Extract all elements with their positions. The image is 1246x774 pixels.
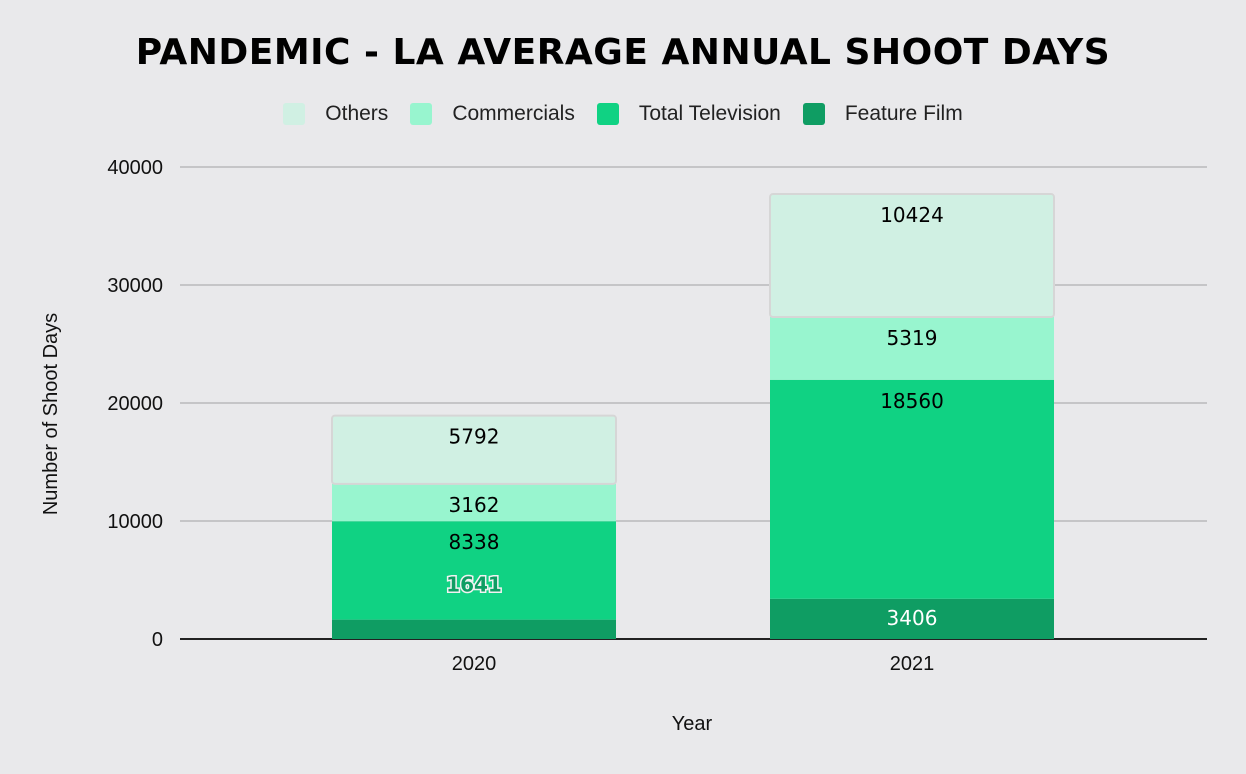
y-tick-label: 0 <box>152 629 163 651</box>
x-tick-label: 2020 <box>452 653 497 675</box>
bar-segment[interactable] <box>332 521 616 620</box>
legend-item[interactable]: Total Television <box>596 102 781 126</box>
x-axis-label: Year <box>672 713 713 735</box>
chart-title: PANDEMIC - LA AVERAGE ANNUAL SHOOT DAYS <box>135 32 1111 73</box>
bar-segment[interactable] <box>332 483 616 522</box>
data-label: 3162 <box>449 493 500 517</box>
data-label: 5792 <box>449 425 500 449</box>
data-label: 1641 <box>446 573 502 597</box>
legend-swatch <box>410 103 433 125</box>
legend-label: Total Television <box>638 102 781 125</box>
legend-label: Commercials <box>452 102 575 125</box>
legend-swatch <box>802 103 825 125</box>
legend-label: Others <box>325 102 389 125</box>
data-label: 5319 <box>887 326 938 350</box>
legend-item[interactable]: Feature Film <box>802 102 963 126</box>
data-label: 3406 <box>887 606 938 630</box>
bar-segment[interactable] <box>332 619 616 639</box>
y-tick-label: 30000 <box>107 275 163 297</box>
bar-segment[interactable] <box>770 317 1054 380</box>
bar-segment[interactable] <box>331 414 617 485</box>
y-tick-label: 10000 <box>107 511 163 533</box>
data-label: 18560 <box>880 389 944 413</box>
bar-segment[interactable] <box>769 193 1055 319</box>
data-label: 8338 <box>449 530 500 554</box>
y-tick-label: 40000 <box>107 157 163 179</box>
data-label: 10424 <box>880 203 944 227</box>
y-tick-label: 20000 <box>107 393 163 415</box>
y-axis-label: Number of Shoot Days <box>40 313 62 515</box>
bar-segment[interactable] <box>770 598 1054 639</box>
bar-segment[interactable] <box>770 379 1054 599</box>
x-tick-label: 2021 <box>890 653 935 675</box>
legend-item[interactable]: Commercials <box>410 102 575 126</box>
legend-swatch <box>596 103 619 125</box>
legend-item[interactable]: Others <box>283 102 388 126</box>
legend-swatch <box>283 103 306 125</box>
legend: Others Commercials Total Television Feature… <box>0 102 1246 126</box>
legend-label: Feature Film <box>844 102 963 125</box>
